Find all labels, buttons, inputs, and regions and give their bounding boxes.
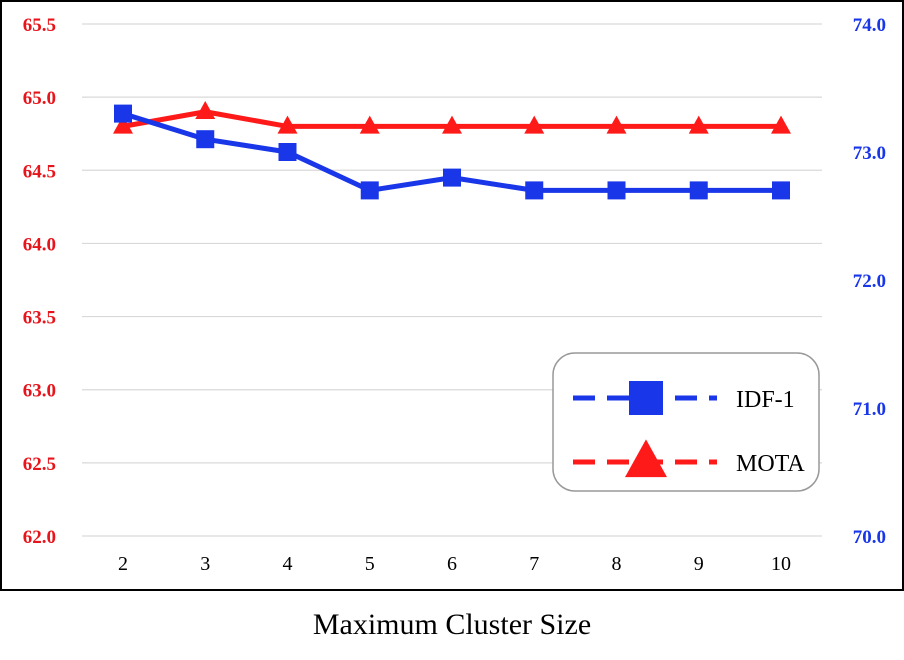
right-tick-label: 70.0	[853, 527, 886, 548]
right-tick-label: 74.0	[853, 15, 886, 36]
right-y-axis: 70.0 71.0 72.0 73.0 74.0	[853, 15, 886, 548]
series-idf-1	[114, 104, 790, 200]
right-tick-label: 73.0	[853, 143, 886, 164]
data-point-square	[443, 168, 461, 187]
right-tick-label: 71.0	[853, 399, 886, 420]
left-tick-label: 63.5	[23, 308, 56, 329]
legend-box	[552, 352, 820, 492]
x-tick-label: 5	[365, 553, 375, 575]
data-point-square	[278, 143, 297, 161]
x-tick-label: 4	[283, 553, 293, 575]
data-point-triangle	[277, 115, 298, 134]
x-axis: 2 3 4 5 6 7 8 9 10	[118, 553, 791, 575]
data-point-square	[607, 181, 626, 200]
right-tick-label: 72.0	[853, 271, 886, 292]
data-point-square	[114, 104, 132, 123]
legend-marker	[629, 381, 663, 415]
x-tick-label: 3	[200, 553, 210, 575]
left-y-axis: 62.0 62.5 63.0 63.5 64.0 64.5 65.0 65.5	[23, 15, 56, 548]
data-point-square	[196, 130, 215, 149]
x-tick-label: 2	[118, 553, 128, 575]
series-mota	[113, 100, 791, 134]
x-tick-label: 10	[771, 553, 791, 575]
data-point-triangle	[524, 115, 545, 134]
x-tick-label: 7	[529, 553, 539, 575]
left-tick-label: 62.5	[23, 454, 56, 475]
x-tick-label: 6	[447, 553, 457, 575]
data-point-triangle	[688, 115, 709, 134]
left-tick-label: 63.0	[23, 381, 56, 402]
data-point-triangle	[113, 115, 133, 134]
data-point-triangle	[195, 100, 216, 119]
legend-marker	[625, 439, 667, 478]
data-point-square	[360, 181, 379, 200]
data-point-triangle	[771, 115, 791, 134]
x-tick-label: 8	[612, 553, 622, 575]
x-tick-label: 9	[694, 553, 704, 575]
data-point-triangle	[442, 115, 462, 134]
data-point-triangle	[606, 115, 627, 134]
left-tick-label: 64.5	[23, 161, 56, 182]
data-point-square	[689, 181, 708, 200]
chart-frame	[0, 0, 904, 591]
legend-item: IDF-1	[573, 381, 795, 415]
left-tick-label: 62.0	[23, 527, 56, 548]
data-point-triangle	[359, 115, 380, 134]
legend: IDF-1 MOTA	[552, 352, 820, 492]
legend-item: MOTA	[573, 439, 805, 478]
left-tick-label: 64.0	[23, 234, 56, 255]
series-layer	[113, 100, 791, 200]
left-tick-label: 65.0	[23, 88, 56, 109]
data-point-square	[525, 181, 544, 200]
data-point-square	[772, 181, 790, 200]
x-axis-title: Maximum Cluster Size	[313, 608, 591, 641]
legend-label: IDF-1	[736, 387, 795, 413]
legend-label: MOTA	[736, 451, 805, 477]
left-tick-label: 65.5	[23, 15, 56, 36]
